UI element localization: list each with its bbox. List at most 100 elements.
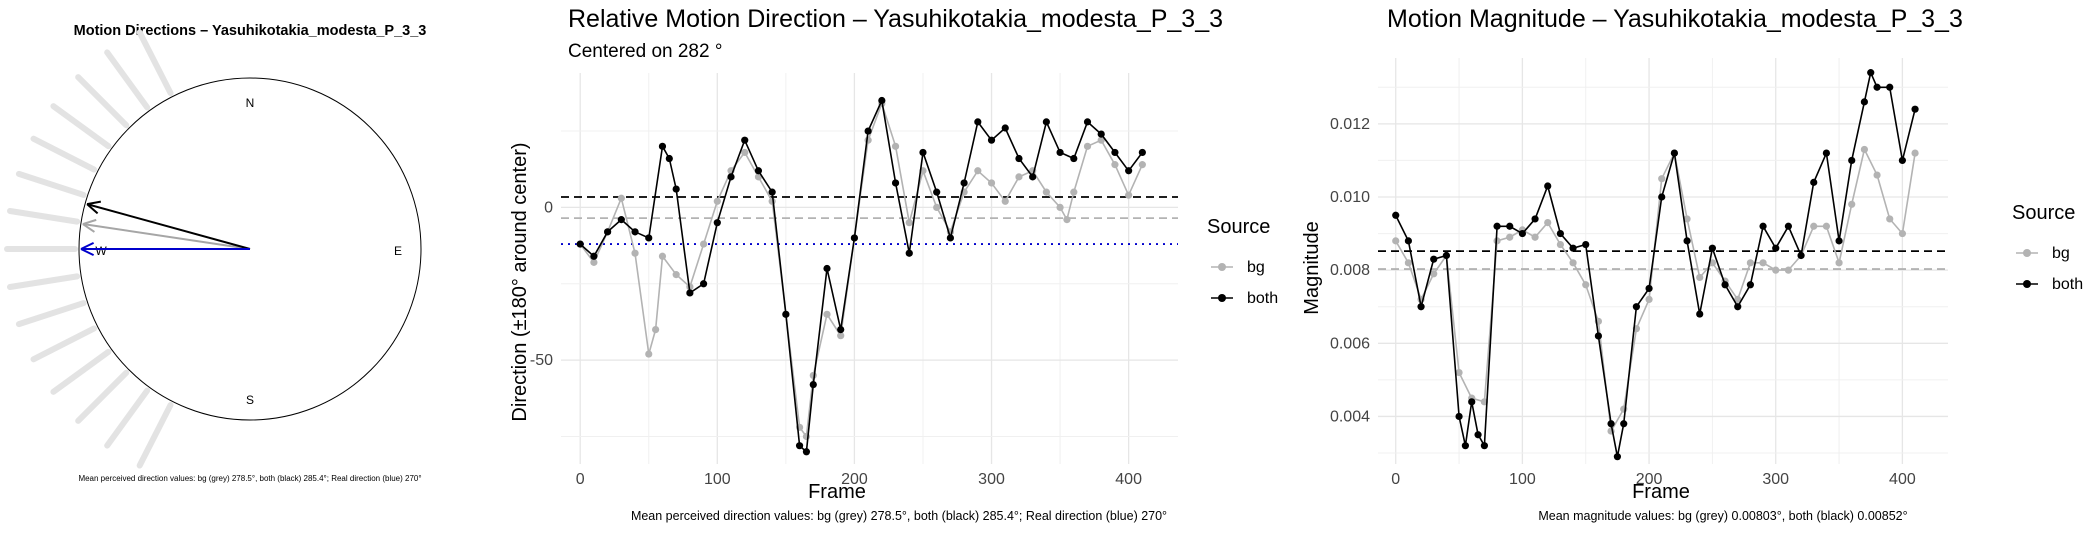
data-point-bg <box>1544 218 1552 227</box>
magnitude-chart-title: Motion Magnitude – Yasuhikotakia_modesta… <box>1387 5 1963 33</box>
data-point-bg <box>1083 142 1092 150</box>
data-point-both <box>1848 156 1856 165</box>
data-point-bg <box>713 197 721 205</box>
compass-spoke <box>136 29 174 97</box>
compass-arrow-head <box>80 242 95 250</box>
data-point-bg <box>631 249 639 257</box>
data-point-bg <box>1696 273 1704 282</box>
data-point-both <box>1822 149 1830 157</box>
data-point-both <box>1056 148 1064 157</box>
data-point-both <box>1860 98 1868 106</box>
data-point-bg <box>1015 173 1023 181</box>
x-tick-label: 400 <box>1889 471 1916 488</box>
data-point-bg <box>1810 222 1818 230</box>
data-point-bg <box>1898 229 1906 238</box>
compass-spoke <box>50 348 112 395</box>
x-tick-label: 100 <box>704 471 731 488</box>
data-point-bg <box>933 203 941 212</box>
magnitude-tick-labels: 0 100 200 300 400 0.004 0.006 0.008 0.010 0.012 <box>1330 116 1916 488</box>
magnitude-caption: Mean magnitude values: bg (grey) 0.00803… <box>1538 509 1907 523</box>
x-tick-label: 400 <box>1115 471 1142 488</box>
legend-key-point <box>2023 249 2031 257</box>
data-point-both <box>850 234 859 242</box>
magnitude-x-axis-label: Frame <box>1632 481 1690 503</box>
data-point-both <box>1569 244 1577 252</box>
data-point-bg <box>1455 368 1463 377</box>
series-bg <box>1392 145 1919 435</box>
data-point-bg <box>699 240 708 248</box>
data-point-both <box>658 142 667 150</box>
compass-spoke <box>30 325 98 363</box>
data-point-bg <box>1759 259 1767 267</box>
data-point-bg <box>617 194 625 202</box>
data-point-both <box>1797 251 1805 260</box>
compass-arrow-head <box>80 248 95 256</box>
data-point-both <box>727 173 735 181</box>
magnitude-reference-lines <box>1378 250 1948 270</box>
direction-chart: Relative Motion Direction – Yasuhikotaki… <box>509 5 1278 523</box>
data-point-both <box>1683 237 1691 245</box>
compass-spoke <box>136 401 174 469</box>
legend-key-point <box>1218 263 1226 271</box>
data-point-bg <box>1506 233 1514 241</box>
compass-arrow-head <box>82 223 95 233</box>
y-tick-label: 0 <box>544 199 553 216</box>
data-point-both <box>768 188 776 196</box>
data-point-both <box>1042 118 1050 126</box>
compass-arrow-head <box>82 218 97 225</box>
data-point-bg <box>1569 259 1577 267</box>
data-point-bg <box>1860 145 1868 154</box>
y-tick-label: 0.008 <box>1330 262 1370 279</box>
data-point-both <box>802 448 811 456</box>
compass-circle <box>78 77 422 421</box>
data-point-bg <box>1392 237 1400 245</box>
compass-west-label: W <box>95 244 107 258</box>
legend-title: Source <box>1207 216 1270 238</box>
compass-arrow-shaft <box>86 203 251 250</box>
data-point-both <box>1070 154 1078 163</box>
data-point-both <box>1404 237 1412 245</box>
direction-x-axis-label: Frame <box>808 481 866 503</box>
x-tick-label: 0 <box>576 471 585 488</box>
data-point-bg <box>864 136 872 144</box>
compass-spoke <box>15 300 87 328</box>
data-point-bg <box>645 350 653 358</box>
direction-legend: Source bg both <box>1207 216 1278 307</box>
y-tick-label: 0.012 <box>1330 116 1370 133</box>
data-point-both <box>987 136 996 144</box>
direction-series <box>576 96 1146 456</box>
x-tick-label: 300 <box>978 471 1005 488</box>
direction-y-axis-label: Direction (±180° around center) <box>509 142 531 421</box>
compass-spoke <box>6 273 81 291</box>
data-point-both <box>1544 182 1552 190</box>
data-point-bg <box>1097 136 1105 144</box>
data-point-both <box>1430 255 1438 263</box>
data-point-both <box>665 154 673 163</box>
x-tick-label: 200 <box>1636 471 1663 488</box>
data-point-both <box>1746 281 1754 289</box>
data-point-bg <box>1063 216 1071 224</box>
compass-spoke <box>104 387 151 449</box>
series-line-both <box>1394 70 1916 457</box>
direction-caption: Mean perceived direction values: bg (gre… <box>631 509 1167 523</box>
data-point-bg <box>590 258 598 266</box>
series-line-bg <box>1395 147 1916 434</box>
data-point-bg <box>1531 233 1539 241</box>
data-point-both <box>1506 222 1514 230</box>
data-point-bg <box>1042 188 1050 196</box>
data-point-both <box>905 249 913 257</box>
data-point-both <box>960 179 968 187</box>
data-point-both <box>1594 332 1602 340</box>
data-point-both <box>1582 240 1590 249</box>
data-point-both <box>1772 244 1780 252</box>
data-point-both <box>1810 178 1818 186</box>
data-point-both <box>1784 222 1792 230</box>
data-point-both <box>1493 222 1501 230</box>
data-point-both <box>631 228 639 236</box>
data-point-both <box>1632 303 1640 311</box>
data-point-both <box>1111 148 1119 157</box>
data-point-both <box>1417 303 1425 311</box>
series-both <box>1392 69 1919 461</box>
data-point-both <box>1708 244 1716 252</box>
compass-arrow-bg <box>82 218 251 250</box>
